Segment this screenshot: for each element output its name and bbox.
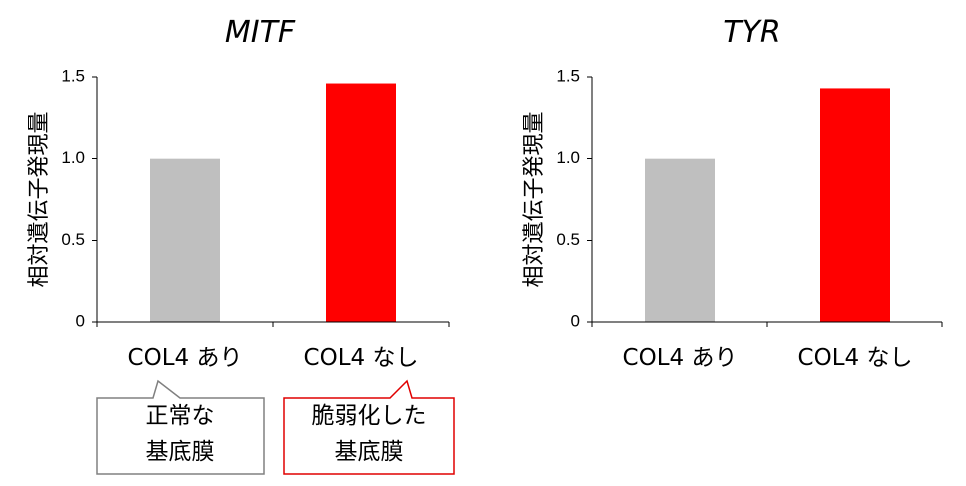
bar-1 [820,88,890,322]
x-tick-label: COL4 なし [304,345,419,371]
x-tick-label: COL4 あり [623,345,738,371]
x-tick-label: COL4 なし [798,345,913,371]
y-tick-label: 1.5 [61,66,85,85]
callout-text: 基底膜 [335,439,404,465]
callout-box [283,379,455,475]
bar-0 [150,158,220,322]
chart-title: MITF [225,15,296,50]
callout-text: 基底膜 [146,439,215,465]
callout-box [96,379,265,475]
y-tick-label: 1.5 [556,66,580,85]
y-axis-label: 相対遺伝子発現量 [522,111,547,287]
chart-panel-1: TYR 相対遺伝子発現量 0 0.5 1.0 1.5 COL4 あり COL4 なし [522,15,943,371]
bar-1 [326,83,396,323]
y-tick-label: 0.5 [556,230,580,249]
y-tick-label: 0 [571,311,580,330]
callout-text: 正常な [146,403,215,429]
callout-text: 脆弱化した [312,403,427,429]
y-tick-label: 1.0 [556,148,580,167]
chart-panel-0: MITF 相対遺伝子発現量 0 0.5 1.0 1.5 COL4 あり COL4 なし [27,15,450,371]
y-tick-label: 1.0 [61,148,85,167]
chart-title: TYR [723,15,781,50]
x-tick-label: COL4 あり [128,345,243,371]
bar-0 [645,158,715,322]
y-tick-label: 0 [76,311,85,330]
y-axis-label: 相対遺伝子発現量 [27,111,52,287]
y-tick-label: 0.5 [61,230,85,249]
